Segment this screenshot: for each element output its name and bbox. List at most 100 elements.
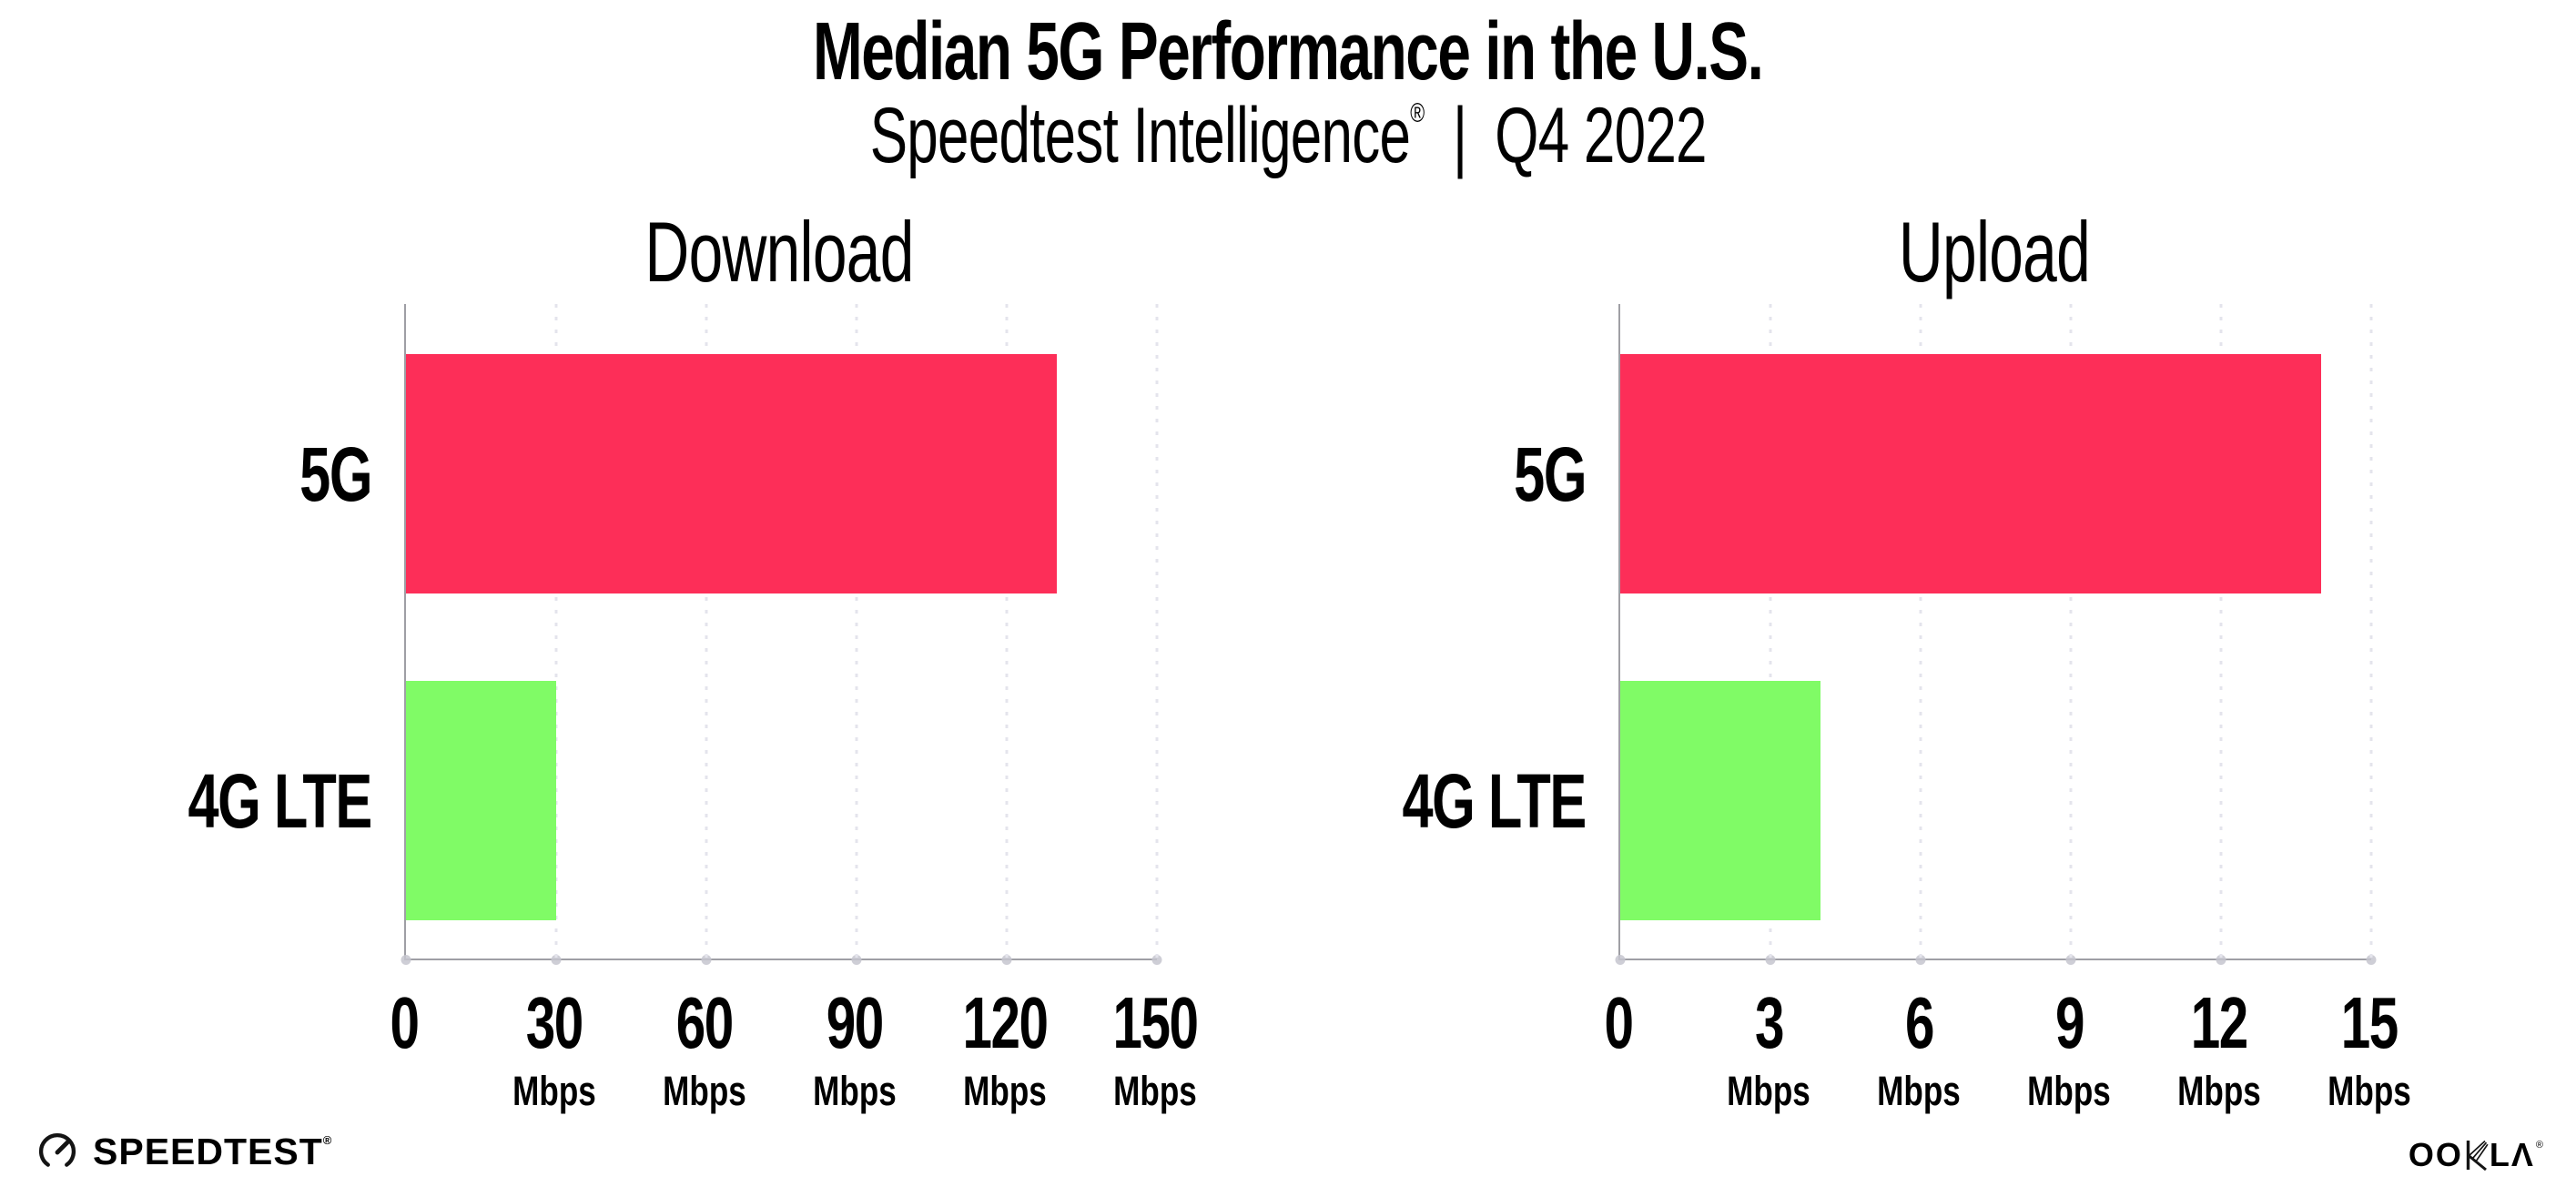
download-chart: Download 0 30 Mbps 60 Mbps 90 Mbps 120 Mbps 150 Mb… (188, 209, 1199, 1112)
x-tick: 120 Mbps (947, 987, 1062, 1112)
x-tick-unit: Mbps (651, 1070, 758, 1111)
x-tick-value: 150 (1097, 987, 1212, 1060)
x-tick-unit-text: Mbps (663, 1068, 746, 1114)
x-tick-unit: Mbps (801, 1070, 908, 1111)
x-tick: 3 Mbps (1715, 987, 1822, 1114)
x-tick: 30 Mbps (501, 987, 608, 1112)
category-label-4g-lte: 4G LTE (120, 757, 373, 844)
gridline-60 (705, 304, 708, 959)
gridline-6 (1919, 304, 1922, 959)
bar-4g-lte (1620, 681, 1820, 920)
category-label-5g: 5G (273, 431, 372, 517)
subtitle-brand: Speedtest Intelligence (869, 92, 1410, 179)
x-tick-value: 3 (1715, 987, 1822, 1060)
axis-tick-dot (1151, 955, 1162, 965)
x-tick-unit: Mbps (2165, 1070, 2273, 1111)
speedtest-wordmark: SPEEDTEST® (93, 1130, 332, 1172)
x-tick-value-text: 0 (1604, 982, 1633, 1063)
bar-5g (406, 354, 1057, 593)
x-tick-value-text: 3 (1754, 982, 1783, 1063)
registered-mark: ® (1409, 98, 1425, 128)
x-tick: 0 (385, 987, 424, 1060)
x-tick: 15 Mbps (2316, 987, 2423, 1114)
category-label-text: 4G LTE (1402, 757, 1587, 844)
axis-tick-dot (1765, 955, 1776, 965)
x-tick: 9 Mbps (2015, 987, 2123, 1112)
gridline-9 (2069, 304, 2073, 959)
x-tick-value: 30 (501, 987, 608, 1060)
chart-title: Upload (1618, 209, 2369, 295)
x-tick-value-text: 150 (1112, 982, 1199, 1063)
x-tick: 0 (1599, 987, 1638, 1060)
x-tick-value-text: 60 (675, 982, 734, 1063)
x-tick: 90 Mbps (801, 987, 908, 1112)
x-tick-unit-text: Mbps (1113, 1068, 1197, 1114)
gridline-12 (2219, 304, 2223, 959)
ookla-wordmark-post: LΛ (2489, 1136, 2535, 1173)
x-tick-unit-text: Mbps (1877, 1068, 1961, 1114)
x-tick-unit: Mbps (1097, 1070, 1212, 1111)
gridline-15 (2369, 304, 2373, 959)
x-tick-unit-text: Mbps (2328, 1068, 2411, 1114)
x-tick-value-text: 9 (2054, 982, 2084, 1063)
x-tick-unit: Mbps (1865, 1070, 1973, 1111)
gridline-90 (855, 304, 858, 959)
x-tick-unit: Mbps (947, 1070, 1062, 1111)
x-tick: 60 Mbps (651, 987, 758, 1112)
gridline-30 (554, 304, 558, 959)
x-axis-ticks: 0 3 Mbps 6 Mbps 9 Mbps 12 Mbps 15 Mbps (1604, 982, 2410, 1151)
chart-title: Download (404, 209, 1155, 295)
x-tick-unit-text: Mbps (1727, 1068, 1810, 1114)
gridline-120 (1005, 304, 1009, 959)
category-label-5g: 5G (1487, 431, 1587, 517)
x-tick-value-text: 120 (962, 982, 1049, 1063)
category-label-text: 5G (1514, 431, 1587, 517)
page-subtitle: Speedtest Intelligence® | Q4 2022 (0, 95, 2576, 177)
x-tick-value-text: 6 (1904, 982, 1933, 1063)
x-tick: 6 Mbps (1865, 987, 1973, 1112)
x-tick-value-text: 0 (390, 982, 419, 1063)
ookla-k-icon (2464, 1140, 2490, 1171)
x-tick-unit: Mbps (501, 1070, 608, 1111)
x-tick-value: 15 (2316, 987, 2423, 1060)
chart-title-text: Upload (1898, 204, 2090, 299)
x-tick-value-text: 15 (2340, 982, 2399, 1063)
category-label-text: 5G (299, 431, 372, 517)
axis-tick-dot (1615, 955, 1626, 965)
x-tick-value: 60 (651, 987, 758, 1060)
x-tick-unit: Mbps (2015, 1070, 2123, 1111)
x-tick: 150 Mbps (1097, 987, 1212, 1112)
axis-tick-dot (1915, 955, 1926, 965)
plot-area (401, 304, 1162, 965)
subtitle-period: Q4 2022 (1495, 92, 1707, 179)
category-label-text: 4G LTE (188, 757, 373, 844)
bar-5g (1620, 354, 2321, 593)
page-title-text: Median 5G Performance in the U.S. (813, 6, 1764, 97)
ookla-registered-mark: ® (2535, 1140, 2543, 1151)
ookla-logo: OO LΛ ® (2408, 1136, 2543, 1173)
speedtest-gauge-icon (36, 1131, 78, 1172)
x-tick-unit-text: Mbps (813, 1068, 897, 1114)
speedtest-registered-mark: ® (322, 1132, 332, 1147)
x-tick-value-text: 12 (2190, 982, 2248, 1063)
axis-tick-dot (701, 955, 712, 965)
axis-tick-dot (2216, 955, 2226, 965)
chart-title-text: Download (644, 204, 915, 299)
axis-tick-dot (551, 955, 562, 965)
x-tick-value: 90 (801, 987, 908, 1060)
upload-chart: Upload 0 3 Mbps 6 Mbps 9 Mbps 12 Mbps 15 Mbps 5G 4G… (1403, 209, 2411, 1112)
x-tick-value-text: 30 (525, 982, 583, 1063)
speedtest-logo: SPEEDTEST® (36, 1131, 331, 1172)
axis-tick-dot (2065, 955, 2076, 965)
x-axis-ticks: 0 30 Mbps 60 Mbps 90 Mbps 120 Mbps 150 Mbps (390, 987, 1199, 1151)
x-tick-value: 6 (1865, 987, 1973, 1060)
axis-tick-dot (1001, 955, 1012, 965)
axis-tick-dot (851, 955, 862, 965)
plot-area (1615, 304, 2377, 965)
x-tick-value: 120 (947, 987, 1062, 1060)
gridline-3 (1769, 304, 1772, 959)
ookla-wordmark-pre: OO (2408, 1136, 2463, 1173)
x-tick-value: 9 (2015, 987, 2123, 1060)
gridline-150 (1155, 304, 1159, 959)
